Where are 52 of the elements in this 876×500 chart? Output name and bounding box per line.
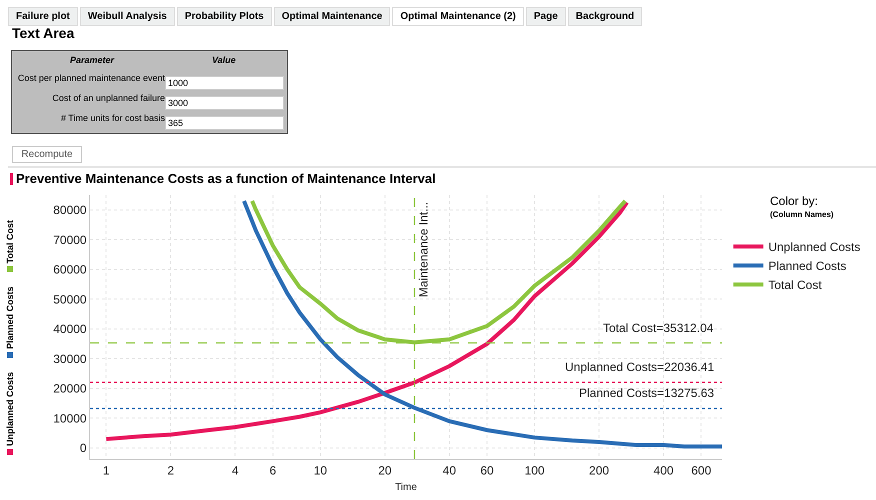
y-tick-label: 0 xyxy=(80,441,87,456)
x-tick-label: 40 xyxy=(442,463,456,478)
text: Parameter xyxy=(70,55,114,65)
ref-line-label: Planned Costs=13275.63 xyxy=(579,386,714,400)
x-tick-label: 100 xyxy=(524,463,545,478)
text: Unplanned Costs xyxy=(5,372,15,446)
y-tick-label: 30000 xyxy=(53,352,87,366)
y-tick-label: 50000 xyxy=(53,292,87,306)
text: Background xyxy=(568,7,642,26)
text: Optimal Maintenance (2) xyxy=(392,7,524,26)
text: Cost of an unplanned failure xyxy=(52,93,165,103)
x-tick-label: 600 xyxy=(691,463,712,478)
legend-label: Total Cost xyxy=(768,278,822,292)
ref-line-label: Maintenance Int... xyxy=(416,202,431,298)
x-tick-label: 1 xyxy=(102,463,110,478)
text: Optimal Maintenance xyxy=(274,7,390,26)
x-tick-label: 400 xyxy=(654,463,674,478)
y-tick-label: 20000 xyxy=(53,382,87,396)
text: # Time units for cost basis xyxy=(60,113,165,123)
text: Text Area xyxy=(12,25,74,41)
x-tick-label: 2 xyxy=(167,463,174,478)
ref-line-label: Total Cost=35312.04 xyxy=(603,321,714,335)
y-tick-label: 60000 xyxy=(53,262,87,277)
y-tick-label: 70000 xyxy=(53,232,87,247)
text: Probability Plots xyxy=(176,7,272,26)
chart-title: Preventive Maintenance Costs as a function of Maintenance Interval xyxy=(16,171,436,186)
legend-title: Color by: xyxy=(770,194,820,208)
legend-label: Unplanned Costs xyxy=(768,240,860,254)
text: 365 xyxy=(165,116,284,130)
x-tick-label: 10 xyxy=(314,463,328,478)
ref-line-label: Unplanned Costs=22036.41 xyxy=(565,360,714,374)
text: 3000 xyxy=(165,96,284,110)
x-tick-label: 20 xyxy=(378,463,392,478)
y-tick-label: 80000 xyxy=(53,203,87,218)
text: Failure plot xyxy=(8,7,78,26)
legend-label: Planned Costs xyxy=(768,259,846,274)
text: Planned Costs xyxy=(5,286,15,349)
text: (Column Names) xyxy=(770,210,834,219)
x-axis-title: Time xyxy=(395,482,418,493)
x-tick-label: 4 xyxy=(232,463,239,478)
y-tick-label: 40000 xyxy=(53,322,87,336)
text: Total Cost xyxy=(5,220,15,264)
y-tick-label: 10000 xyxy=(53,411,87,426)
text: Value xyxy=(212,55,236,65)
x-tick-label: 60 xyxy=(480,463,494,478)
text: Cost per planned maintenance event xyxy=(18,73,165,83)
text: Weibull Analysis xyxy=(80,7,175,26)
x-tick-label: 200 xyxy=(589,463,610,478)
text: 1000 xyxy=(165,76,284,90)
text: Recompute xyxy=(12,146,82,163)
x-tick-label: 6 xyxy=(270,463,277,478)
text: Page xyxy=(526,7,566,26)
